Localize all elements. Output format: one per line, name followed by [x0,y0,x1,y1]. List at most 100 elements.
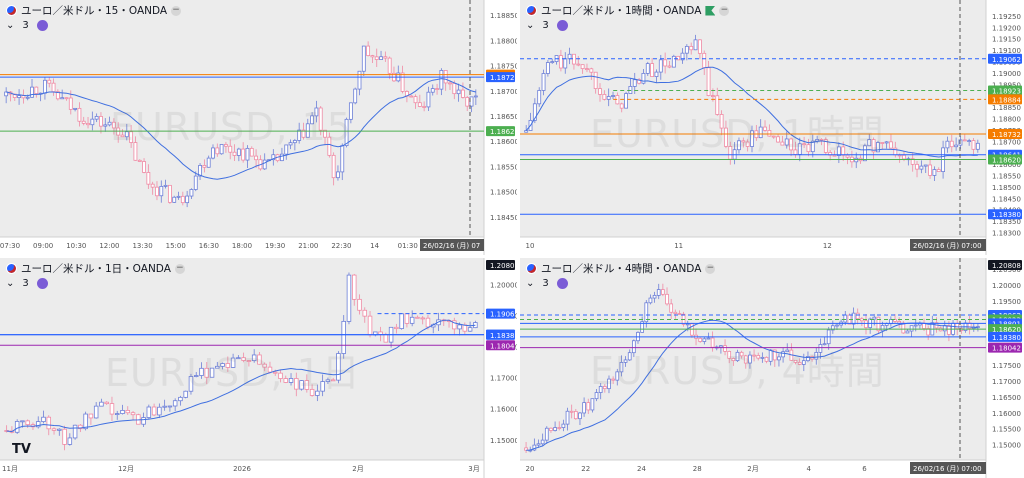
price-tick-label: 1.18850 [490,12,517,20]
candle-body [606,96,611,100]
chart-canvas[interactable]: 1.200001.190001.180001.170001.160001.150… [0,258,517,478]
candle-body [928,164,932,176]
price-level-tag [988,53,1022,64]
minimize-icon[interactable]: − [719,4,730,16]
chart-pane-15min[interactable]: 1.18850 1.18800 1.18750 1.18700 1.18650 1.186… [0,0,517,255]
time-tick-label: 22:30 [331,242,351,250]
candle-body [645,63,650,74]
price-tick-label: 1.17500 [992,362,1021,370]
sync-icon[interactable] [36,278,48,289]
candle-body [193,175,198,190]
moving-average-line [6,319,476,433]
time-tick-label: 24 [637,465,646,473]
sync-icon[interactable] [556,278,568,289]
indicator-count: 3 [22,278,29,289]
chevron-down-icon[interactable]: ⌄ [6,20,15,31]
price-tick-label: 1.19150 [992,36,1021,44]
chart-pane-1h[interactable]: 1.192501.192001.191501.191001.190501.190… [520,0,1024,255]
candle-body [768,349,773,362]
chart-canvas[interactable]: 1.192501.192001.191501.191001.190501.190… [520,0,1024,255]
price-tick-label: 1.18700 [992,138,1021,146]
chart-canvas[interactable]: 1.205001.200001.195001.190001.185001.180… [520,258,1024,478]
price-level-tag [988,331,1022,342]
candle-body [893,319,897,322]
candle-body [297,129,302,141]
candle-body [157,406,162,416]
candle-body [41,416,46,423]
candle-body [417,102,422,107]
price-axis [986,258,1024,478]
candle-body [209,367,215,378]
price-tick-label: 1.18300 [992,229,1021,237]
chevron-down-icon[interactable]: ⌄ [526,278,535,289]
candle-body [159,185,164,197]
chevron-down-icon[interactable]: ⌄ [526,20,535,31]
candle-body [910,158,915,165]
candle-body [810,140,815,153]
candle-body [550,61,555,63]
indicator-row[interactable]: ⌄ 3 [526,20,568,31]
candle-body [819,139,824,141]
candle-body [598,386,603,393]
price-tick-label: 1.18450 [490,214,517,222]
candle-body [278,372,283,379]
time-tick-label: 2月 [747,465,758,473]
candle-body [90,118,95,126]
indicator-row[interactable]: ⌄ 3 [526,278,568,289]
chart-canvas[interactable]: 1.18850 1.18800 1.18750 1.18700 1.18650 1.186… [0,0,517,255]
chart-pane-1d[interactable]: 1.200001.190001.180001.170001.160001.150… [0,258,517,478]
indicator-row[interactable]: ⌄ 3 [6,278,48,289]
candle-body [685,323,690,326]
candle-body [814,351,819,360]
indicator-row[interactable]: ⌄ 3 [6,20,48,31]
candle-body [667,65,672,68]
candle-body [818,344,823,353]
minimize-icon[interactable]: − [174,262,185,274]
candle-body [323,129,327,138]
candle-body [88,413,94,419]
price-tick-label: 1.20000 [490,281,517,289]
indicator-count: 3 [542,278,549,289]
chart-header[interactable]: ユーロ／米ドル・1日・OANDA − [6,261,185,276]
candle-body [845,154,850,158]
flag-icon[interactable] [705,5,716,16]
time-axis [0,460,484,478]
candle-body [785,349,790,353]
candle-body [51,82,56,93]
sync-icon[interactable] [36,20,48,31]
candle-body [387,57,392,74]
chart-header[interactable]: ユーロ／米ドル・4時間・OANDA − [526,261,716,276]
candle-body [793,149,798,155]
candle-body [288,378,294,383]
candle-body [167,184,172,203]
candle-body [743,355,748,364]
candle-body [797,143,802,155]
minimize-icon[interactable]: − [705,262,716,274]
candle-body [650,63,655,77]
tradingview-logo[interactable]: TV [12,442,31,457]
candle-body [954,144,959,148]
price-tick-label: 1.18850 [992,104,1021,112]
candle-body [448,82,452,85]
indicator-count: 3 [542,20,549,31]
chart-pane-4h[interactable]: 1.205001.200001.195001.190001.185001.180… [520,258,1024,478]
time-tick-label: 4 [807,465,812,473]
time-tick-label: 18:00 [232,242,252,250]
candle-body [932,169,937,176]
candle-body [830,325,835,331]
minimize-icon[interactable]: − [171,4,182,16]
candle-body [760,356,765,359]
candle-body [271,154,276,161]
candle-body [288,142,293,146]
sync-icon[interactable] [556,20,568,31]
chart-header[interactable]: ユーロ／米ドル・1時間・OANDA − [526,3,730,18]
chevron-down-icon[interactable]: ⌄ [6,278,15,289]
candle-body [72,424,78,439]
candle-body [567,53,572,60]
candle-body [336,353,341,381]
candle-body [25,420,30,426]
chart-header[interactable]: ユーロ／米ドル・15・OANDA − [6,3,182,18]
candle-body [723,345,727,352]
price-level-tag [486,72,515,83]
time-axis [0,237,484,255]
